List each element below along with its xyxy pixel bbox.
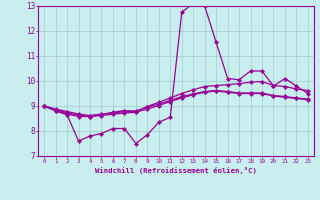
X-axis label: Windchill (Refroidissement éolien,°C): Windchill (Refroidissement éolien,°C) xyxy=(95,167,257,174)
